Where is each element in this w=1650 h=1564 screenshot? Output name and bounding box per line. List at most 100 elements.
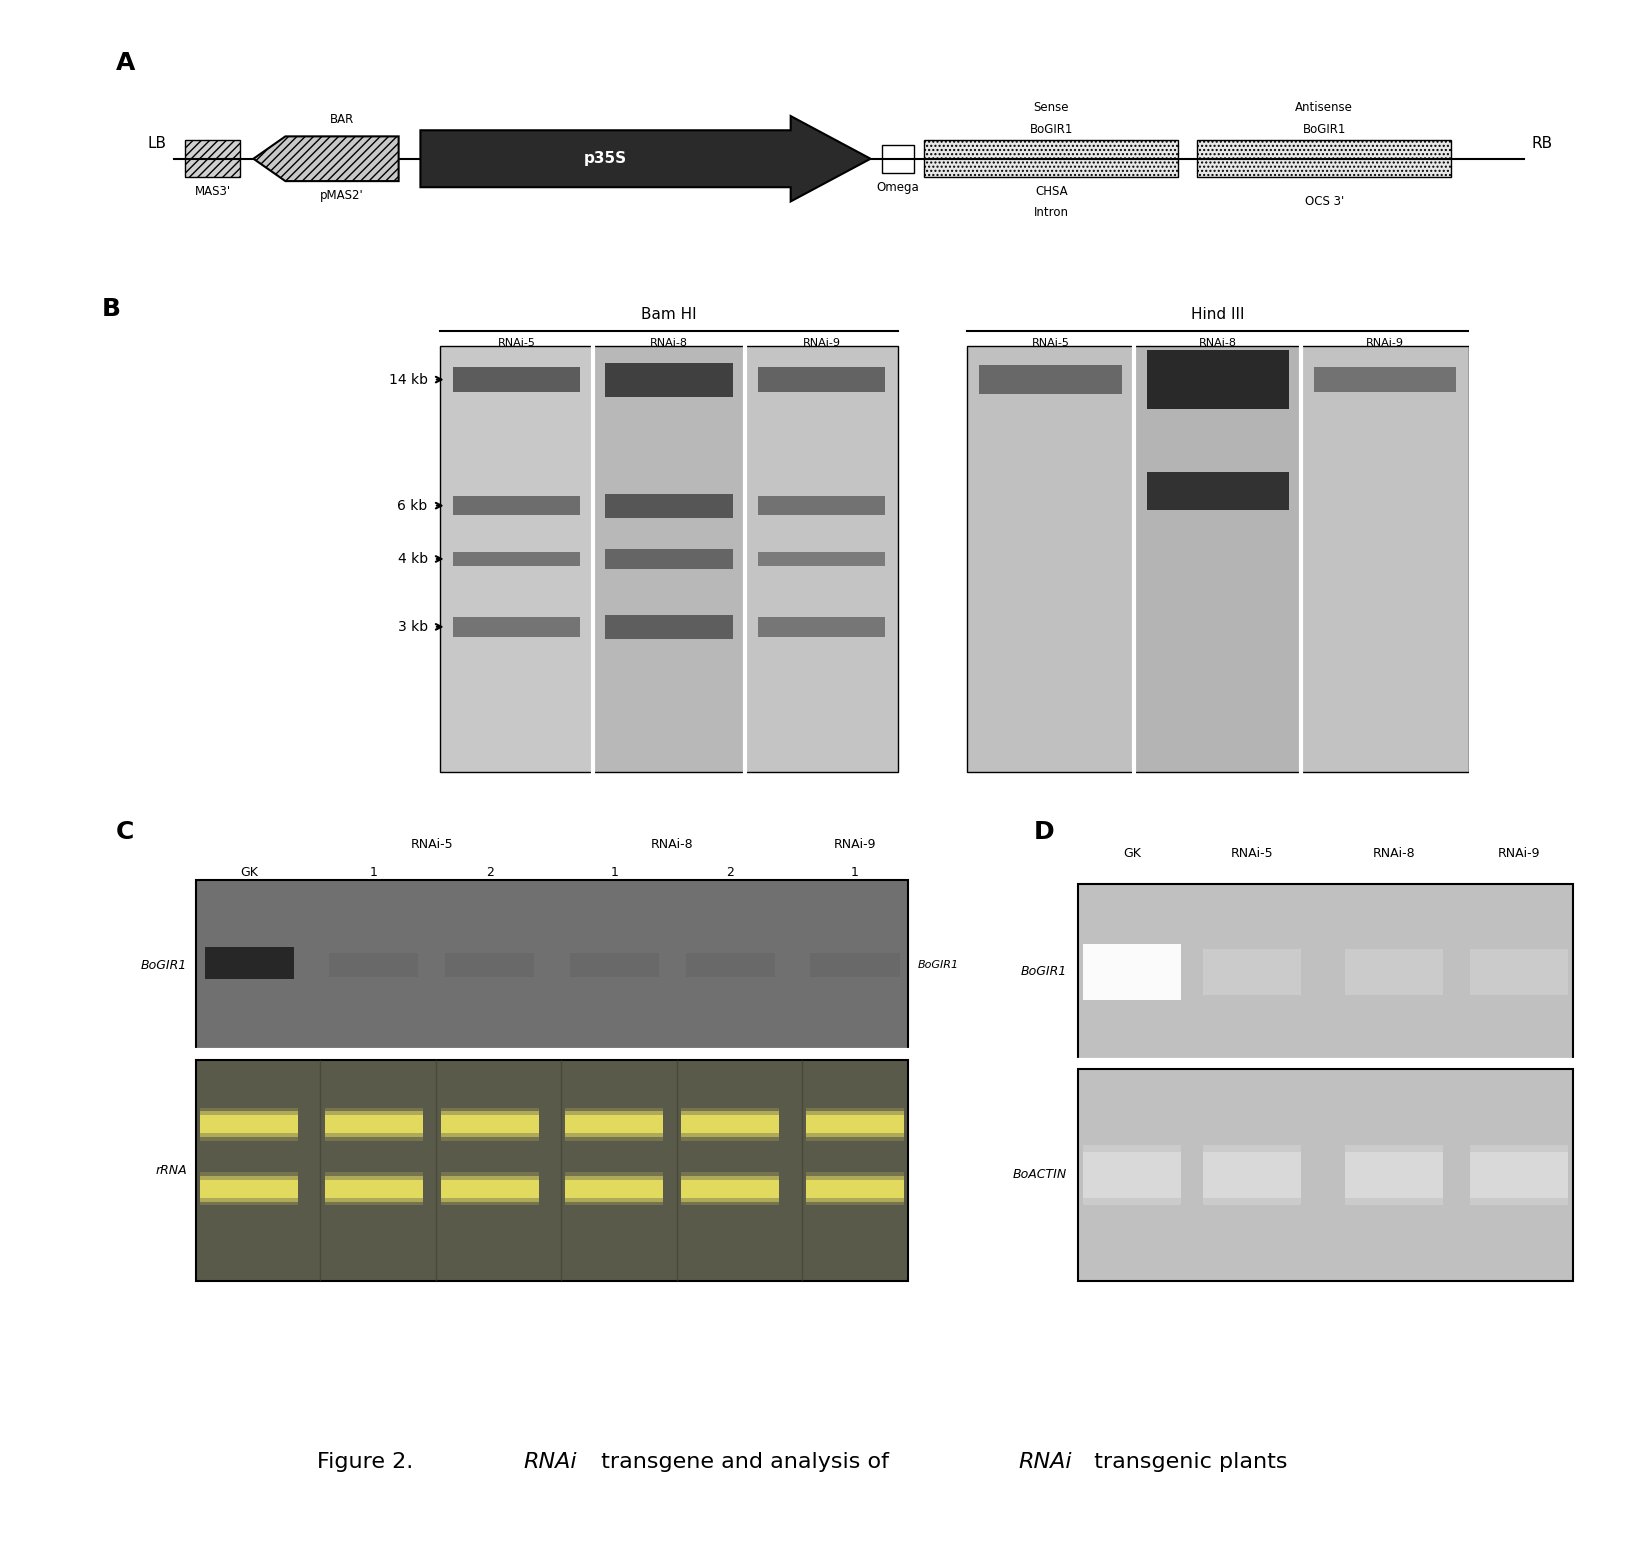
Text: BoGIR1: BoGIR1 <box>140 959 186 971</box>
Text: 1: 1 <box>610 866 619 879</box>
Text: BoGIR1: BoGIR1 <box>1030 124 1072 136</box>
Bar <box>807 1107 904 1140</box>
Text: RNAi-8: RNAi-8 <box>1198 338 1238 349</box>
Bar <box>196 879 909 1051</box>
Bar <box>1134 346 1302 773</box>
Bar <box>681 1171 779 1206</box>
Bar <box>200 1176 299 1201</box>
Bar <box>1203 1151 1302 1198</box>
Text: RNAi-5: RNAi-5 <box>411 838 454 851</box>
Bar <box>569 954 658 976</box>
Text: RB: RB <box>1531 136 1553 150</box>
Text: RNAi-5: RNAi-5 <box>1031 338 1069 349</box>
Text: 3 kb: 3 kb <box>398 619 427 633</box>
Text: OCS 3': OCS 3' <box>1305 196 1343 208</box>
Bar <box>325 1115 422 1134</box>
Text: RNAi: RNAi <box>1018 1453 1071 1472</box>
Bar <box>1203 949 1302 995</box>
Text: RNAi-8: RNAi-8 <box>650 338 688 349</box>
Text: transgene and analysis of: transgene and analysis of <box>594 1453 896 1472</box>
Bar <box>807 1176 904 1201</box>
Bar <box>452 496 581 515</box>
Bar <box>200 1112 299 1137</box>
Bar <box>1470 949 1568 995</box>
Text: RNAi-9: RNAi-9 <box>1498 848 1539 860</box>
Bar <box>330 954 419 976</box>
Bar <box>566 1112 663 1137</box>
Bar <box>205 946 294 979</box>
Bar <box>746 346 898 773</box>
Bar <box>446 954 535 976</box>
Text: BoGIR1: BoGIR1 <box>1021 965 1068 979</box>
Bar <box>200 1107 299 1140</box>
Text: 1: 1 <box>370 866 378 879</box>
Bar <box>1203 1145 1302 1204</box>
Bar <box>1302 346 1468 773</box>
Bar <box>980 364 1122 394</box>
Text: RNAi-8: RNAi-8 <box>1373 848 1416 860</box>
Text: transgenic plants: transgenic plants <box>1087 1453 1289 1472</box>
Bar <box>441 1179 538 1198</box>
Text: p35S: p35S <box>584 152 627 166</box>
Bar <box>1077 884 1572 1060</box>
Bar <box>807 1171 904 1206</box>
Text: RNAi-9: RNAi-9 <box>802 338 840 349</box>
Bar <box>441 1107 538 1140</box>
Bar <box>566 1176 663 1201</box>
Text: 14 kb: 14 kb <box>389 372 427 386</box>
Bar <box>1198 141 1452 177</box>
Text: pMAS2': pMAS2' <box>320 189 365 202</box>
Bar <box>441 346 592 773</box>
Bar <box>185 141 241 177</box>
Text: Bam HI: Bam HI <box>642 307 696 322</box>
Bar <box>325 1171 422 1206</box>
Polygon shape <box>254 136 399 181</box>
Text: GK: GK <box>241 866 257 879</box>
Bar <box>810 954 899 976</box>
Bar <box>757 618 886 637</box>
Text: Intron: Intron <box>1035 205 1069 219</box>
Bar <box>452 618 581 637</box>
Text: RNAi-9: RNAi-9 <box>833 838 876 851</box>
Polygon shape <box>421 116 871 202</box>
Bar <box>200 1115 299 1134</box>
Bar <box>681 1115 779 1134</box>
Bar <box>566 1115 663 1134</box>
Bar <box>441 1115 538 1134</box>
Bar <box>592 346 746 773</box>
Bar <box>681 1112 779 1137</box>
Text: MAS3': MAS3' <box>195 185 231 199</box>
Bar <box>441 1171 538 1206</box>
Bar <box>807 1112 904 1137</box>
Text: 2: 2 <box>485 866 493 879</box>
Bar <box>1470 1151 1568 1198</box>
Text: 6 kb: 6 kb <box>398 499 427 513</box>
Bar <box>757 368 886 391</box>
Bar <box>452 368 581 391</box>
Bar <box>452 552 581 566</box>
Text: Hind III: Hind III <box>1191 307 1244 322</box>
Bar <box>1345 949 1442 995</box>
Bar <box>1082 945 1181 999</box>
Bar <box>1345 1145 1442 1204</box>
Text: BoACTIN: BoACTIN <box>1013 1168 1068 1181</box>
Bar <box>1147 472 1289 510</box>
Text: Antisense: Antisense <box>1295 102 1353 114</box>
Bar <box>681 1179 779 1198</box>
Bar <box>1147 350 1289 408</box>
Bar <box>967 346 1134 773</box>
Text: Sense: Sense <box>1033 102 1069 114</box>
Bar <box>807 1179 904 1198</box>
Text: LB: LB <box>147 136 167 150</box>
Text: D: D <box>1035 820 1054 843</box>
Bar <box>757 552 886 566</box>
Bar <box>807 1115 904 1134</box>
Bar <box>606 363 733 397</box>
Text: GK: GK <box>1124 848 1142 860</box>
Bar <box>566 1171 663 1206</box>
Bar <box>1470 1145 1568 1204</box>
Bar <box>441 1176 538 1201</box>
Text: CHSA: CHSA <box>1035 185 1068 199</box>
Bar <box>757 496 886 515</box>
Text: Omega: Omega <box>876 181 919 194</box>
